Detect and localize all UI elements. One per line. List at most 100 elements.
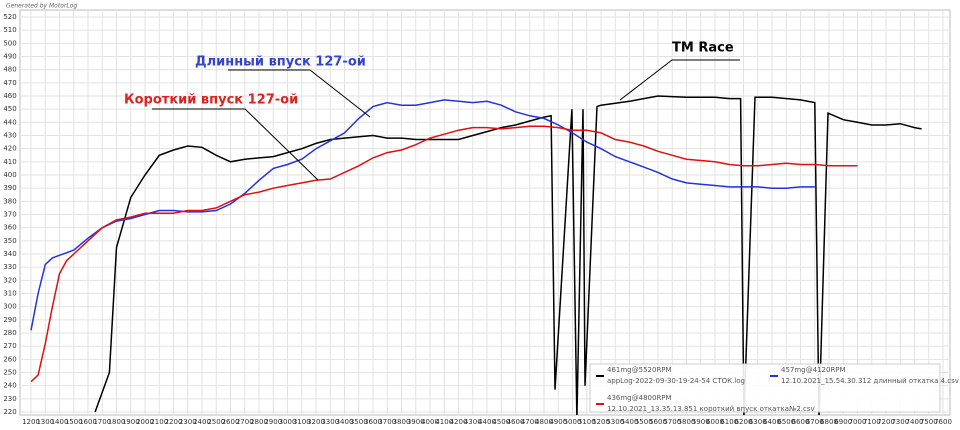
x-tick-label: 2800 xyxy=(250,418,268,426)
x-tick-label: 1500 xyxy=(65,418,83,426)
annotation: TM Race xyxy=(672,41,734,56)
y-tick-label: 290 xyxy=(3,316,16,324)
y-tick-label: 420 xyxy=(3,145,16,153)
series-line xyxy=(30,99,815,331)
x-tick-label: 7000 xyxy=(849,418,867,426)
x-tick-label: 1600 xyxy=(79,418,97,426)
x-tick-label: 2900 xyxy=(264,418,282,426)
leader-line xyxy=(619,59,740,101)
annotations: Длинный впуск 127-ой Короткий впуск 127-… xyxy=(124,41,740,181)
y-tick-label: 400 xyxy=(3,171,16,179)
x-tick-label: 5900 xyxy=(692,418,710,426)
x-tick-label: 6200 xyxy=(735,418,753,426)
y-tick-label: 360 xyxy=(3,224,16,232)
x-tick-label: 4600 xyxy=(507,418,525,426)
x-tick-label: 2100 xyxy=(150,418,168,426)
y-tick-label: 410 xyxy=(3,158,16,166)
y-tick-label: 390 xyxy=(3,184,16,192)
x-tick-label: 6600 xyxy=(792,418,810,426)
x-tick-label: 2500 xyxy=(207,418,225,426)
legend-label: 457mg@4120RPM xyxy=(781,366,846,374)
x-tick-label: 4200 xyxy=(450,418,468,426)
lines xyxy=(30,95,922,415)
y-tick-label: 520 xyxy=(3,13,16,21)
x-tick-label: 3800 xyxy=(393,418,411,426)
leader-line xyxy=(228,69,371,118)
x-tick-label: 2400 xyxy=(193,418,211,426)
annotation: Длинный впуск 127-ой xyxy=(195,55,366,70)
legend-label: 436mg@4800RPM xyxy=(607,394,672,402)
x-tick-label: 5800 xyxy=(678,418,696,426)
x-tick-label: 6000 xyxy=(706,418,724,426)
x-tick-label: 6300 xyxy=(749,418,767,426)
y-tick-label: 440 xyxy=(3,118,16,126)
x-tick-label: 4400 xyxy=(478,418,496,426)
y-tick-label: 510 xyxy=(3,26,16,34)
x-tick-label: 6700 xyxy=(806,418,824,426)
x-tick-label: 3100 xyxy=(293,418,311,426)
y-tick-label: 370 xyxy=(3,211,16,219)
x-tick-label: 2300 xyxy=(179,418,197,426)
x-tick-label: 5200 xyxy=(592,418,610,426)
x-tick-label: 3700 xyxy=(378,418,396,426)
legend-name: 12.10.2021_13.35.13.851 короткий впуск о… xyxy=(607,405,815,413)
y-tick-label: 280 xyxy=(3,329,16,337)
x-tick-label: 3200 xyxy=(307,418,325,426)
x-tick-label: 1400 xyxy=(51,418,69,426)
y-tick-label: 230 xyxy=(3,395,16,403)
y-tick-label: 450 xyxy=(3,105,16,113)
x-tick-label: 2200 xyxy=(165,418,183,426)
x-tick-label: 4100 xyxy=(435,418,453,426)
annotation: Короткий впуск 127-ой xyxy=(124,93,298,108)
x-tick-label: 6900 xyxy=(834,418,852,426)
y-tick-label: 480 xyxy=(3,66,16,74)
x-tick-label: 1200 xyxy=(22,418,40,426)
y-tick-label: 460 xyxy=(3,92,16,100)
x-tick-label: 7100 xyxy=(863,418,881,426)
y-tick-label: 300 xyxy=(3,303,16,311)
x-tick-label: 4800 xyxy=(535,418,553,426)
y-tick-label: 500 xyxy=(3,39,16,47)
y-tick-label: 220 xyxy=(3,408,16,416)
y-tick-label: 340 xyxy=(3,250,16,258)
x-tick-label: 4900 xyxy=(549,418,567,426)
x-tick-label: 6100 xyxy=(720,418,738,426)
x-tick-label: 5100 xyxy=(578,418,596,426)
legend-name: appLog-2022-09-30-19-24-54 СТОК.log xyxy=(607,377,745,385)
series-line xyxy=(94,95,922,415)
legend-name: 12.10.2021_15.54.30.312 длинный откатка … xyxy=(781,377,959,385)
x-tick-label: 1800 xyxy=(108,418,126,426)
plot-frame xyxy=(19,9,951,416)
x-tick-label: 7500 xyxy=(920,418,938,426)
y-tick-label: 320 xyxy=(3,276,16,284)
y-tick-label: 270 xyxy=(3,342,16,350)
y-tick-label: 330 xyxy=(3,263,16,271)
x-tick-label: 7600 xyxy=(934,418,952,426)
x-tick-label: 5500 xyxy=(635,418,653,426)
x-tick-label: 7200 xyxy=(877,418,895,426)
x-tick-label: 5600 xyxy=(649,418,667,426)
x-tick-label: 2700 xyxy=(236,418,254,426)
x-tick-label: 3300 xyxy=(321,418,339,426)
x-tick-label: 4700 xyxy=(521,418,539,426)
x-tick-label: 5000 xyxy=(564,418,582,426)
x-tick-label: 5300 xyxy=(606,418,624,426)
x-tick-label: 3000 xyxy=(279,418,297,426)
x-tick-label: 5400 xyxy=(621,418,639,426)
legend-items: 461mg@5520RPM appLog-2022-09-30-19-24-54 … xyxy=(596,366,959,413)
x-tick-label: 1700 xyxy=(93,418,111,426)
y-tick-label: 470 xyxy=(3,79,16,87)
y-tick-label: 260 xyxy=(3,355,16,363)
series-line xyxy=(30,125,858,383)
x-tick-label: 4000 xyxy=(421,418,439,426)
x-tick-label: 3400 xyxy=(336,418,354,426)
legend xyxy=(589,363,941,413)
y-tick-label: 240 xyxy=(3,382,16,390)
x-tick-label: 6500 xyxy=(777,418,795,426)
x-tick-label: 3500 xyxy=(350,418,368,426)
x-tick-label: 5700 xyxy=(663,418,681,426)
x-tick-label: 7400 xyxy=(906,418,924,426)
x-tick-label: 1900 xyxy=(122,418,140,426)
x-tick-label: 6800 xyxy=(820,418,838,426)
